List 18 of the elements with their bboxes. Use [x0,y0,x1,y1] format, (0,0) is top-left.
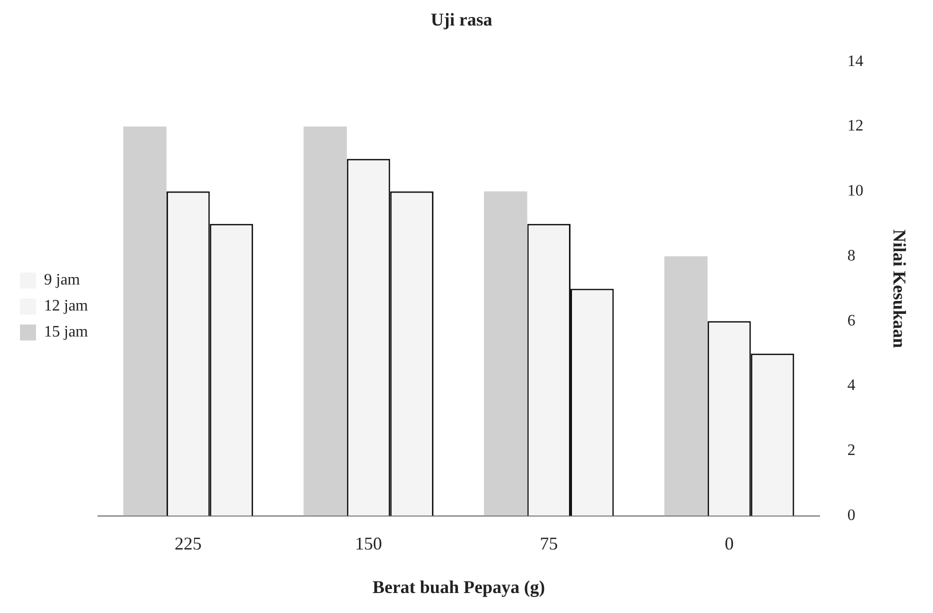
y-tick-label: 8 [847,247,856,264]
chart-title: Uji rasa [430,9,492,30]
y-axis-title: Nilai Kesukaan [890,229,910,348]
x-tick-label: 225 [174,533,202,554]
legend-label: 15 jam [44,324,89,341]
x-axis-title: Berat buah Pepaya (g) [372,576,545,597]
y-tick-label: 12 [847,118,864,135]
y-tick-label: 6 [847,312,856,330]
x-tick-label: 0 [724,533,734,554]
y-tick-label: 14 [847,52,864,70]
y-tick-label: 0 [847,507,856,524]
legend-label: 12 jam [44,298,89,315]
x-tick-label: 150 [355,533,382,554]
x-tick-label: 75 [540,533,558,554]
y-tick-label: 2 [847,442,856,460]
y-tick-label: 10 [847,182,864,200]
y-tick-label: 4 [847,377,856,394]
legend-label: 9 jam [44,272,81,289]
